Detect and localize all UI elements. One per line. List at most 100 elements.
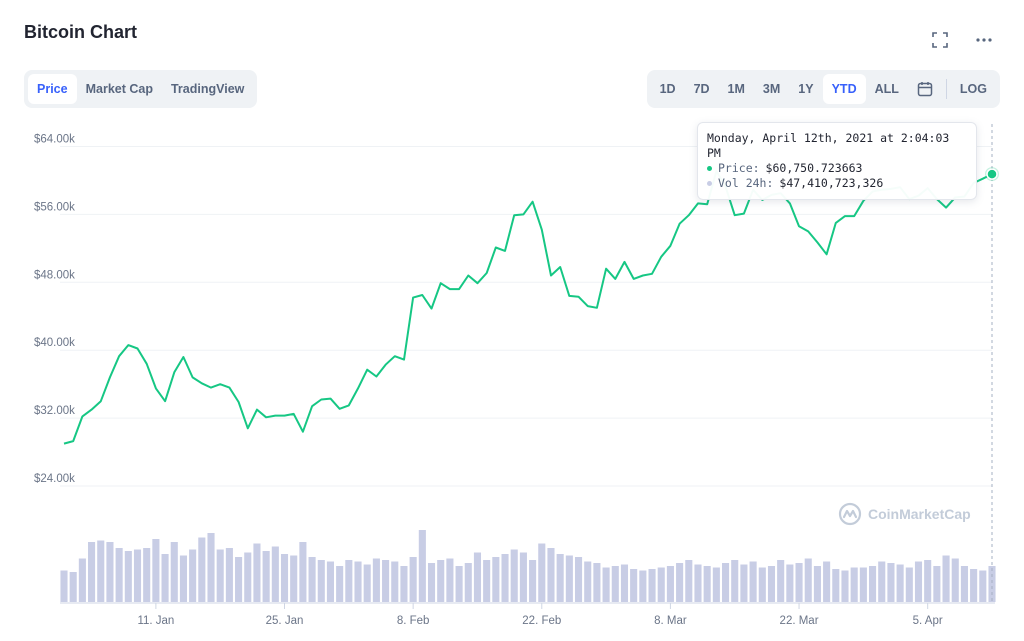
- volume-bar: [887, 563, 895, 602]
- volume-bar: [189, 549, 197, 602]
- volume-bar: [703, 566, 711, 602]
- volume-bar: [418, 530, 426, 602]
- x-tick-label: 5. Apr: [913, 615, 943, 627]
- volume-bar: [823, 561, 831, 602]
- volume-bar: [970, 569, 978, 602]
- tooltip-price-label: Price:: [718, 161, 760, 175]
- volume-bar: [97, 540, 105, 602]
- y-tick-label: $32.00k: [34, 405, 75, 417]
- volume-bar: [69, 572, 77, 602]
- volume-bar: [611, 566, 619, 602]
- volume-bar: [933, 566, 941, 602]
- volume-bar: [354, 561, 362, 602]
- tooltip-date: Monday, April 12th, 2021 at 2:04:03 PM: [707, 131, 950, 160]
- volume-bar: [767, 566, 776, 602]
- volume-bar: [382, 560, 390, 602]
- tab-tradingview[interactable]: TradingView: [170, 82, 245, 96]
- volume-bar: [749, 561, 757, 602]
- volume-bar: [804, 558, 812, 602]
- price-series-line: [63, 170, 993, 445]
- volume-bar: [161, 554, 169, 602]
- log-scale-toggle[interactable]: LOG: [959, 82, 987, 96]
- volume-bar: [437, 560, 445, 602]
- volume-bar: [859, 567, 867, 602]
- calendar-icon[interactable]: [908, 74, 942, 104]
- y-tick-label: $64.00k: [34, 133, 75, 145]
- range-all[interactable]: ALL: [874, 82, 899, 96]
- watermark: CoinMarketCap: [838, 502, 971, 526]
- range-7d[interactable]: 7D: [693, 82, 710, 96]
- volume-bar: [78, 558, 86, 602]
- volume-bar: [593, 563, 601, 602]
- volume-bar: [501, 554, 509, 602]
- volume-bar: [960, 566, 968, 602]
- volume-bar: [88, 542, 96, 602]
- volume-bar: [740, 564, 748, 602]
- volume-dot-icon: [707, 181, 712, 186]
- volume-bar: [777, 560, 785, 602]
- volume-bar: [556, 554, 564, 602]
- volume-bar: [510, 549, 518, 602]
- volume-bar: [538, 543, 546, 602]
- volume-bar: [143, 548, 151, 602]
- chart-type-tabs: Price Market Cap TradingView: [24, 70, 258, 108]
- volume-bar: [574, 557, 583, 602]
- volume-bar: [235, 557, 243, 602]
- volume-bar: [666, 566, 674, 602]
- tooltip-volume-row: Vol 24h: $47,410,723,326: [707, 176, 967, 191]
- volume-bar: [547, 548, 555, 602]
- volume-bar: [124, 551, 132, 602]
- volume-bar: [483, 560, 491, 602]
- volume-bar: [170, 542, 178, 602]
- volume-bar: [115, 548, 123, 602]
- range-1m[interactable]: 1M: [727, 82, 745, 96]
- range-1y[interactable]: 1Y: [798, 82, 814, 96]
- fullscreen-icon[interactable]: [930, 30, 950, 50]
- volume-bar: [299, 542, 307, 602]
- tooltip-volume-label: Vol 24h:: [718, 176, 774, 190]
- volume-bar: [850, 567, 858, 602]
- volume-bar: [832, 569, 840, 602]
- tooltip-volume-value: $47,410,723,326: [779, 176, 884, 190]
- volume-bar: [951, 558, 959, 602]
- y-tick-label: $40.00k: [34, 337, 75, 349]
- volume-bar: [427, 563, 436, 602]
- volume-bar: [519, 552, 527, 602]
- tooltip-price-value: $60,750.723663: [765, 161, 863, 175]
- coinmarketcap-logo-icon: [838, 502, 862, 526]
- more-icon[interactable]: [974, 30, 994, 50]
- tab-price[interactable]: Price: [28, 74, 77, 104]
- volume-bar: [391, 561, 399, 602]
- volume-bar: [207, 533, 215, 602]
- x-tick-label: 8. Mar: [654, 615, 687, 627]
- range-1d[interactable]: 1D: [659, 82, 676, 96]
- volume-bar: [326, 561, 335, 602]
- volume-bar: [942, 555, 950, 602]
- volume-bar: [914, 561, 923, 602]
- volume-bar: [602, 567, 610, 602]
- volume-bar: [317, 560, 325, 602]
- header-actions: [930, 30, 994, 50]
- range-3m[interactable]: 3M: [762, 82, 781, 96]
- price-dot-icon: [707, 166, 712, 171]
- volume-bar: [721, 563, 730, 602]
- volume-bar: [152, 539, 160, 602]
- volume-bar: [565, 555, 573, 602]
- chart-tooltip: Monday, April 12th, 2021 at 2:04:03 PM P…: [697, 122, 977, 200]
- volume-bar: [988, 566, 996, 602]
- divider: [945, 79, 947, 99]
- volume-bar: [308, 557, 316, 602]
- volume-bar: [712, 567, 720, 602]
- volume-bar: [924, 560, 932, 602]
- volume-bar: [731, 560, 739, 602]
- volume-bar: [106, 542, 114, 602]
- y-tick-label: $56.00k: [34, 201, 75, 213]
- volume-bar: [372, 558, 380, 602]
- x-tick-label: 8. Feb: [397, 615, 430, 627]
- volume-bar: [905, 567, 913, 602]
- tab-market-cap[interactable]: Market Cap: [85, 82, 153, 96]
- range-ytd[interactable]: YTD: [822, 74, 866, 104]
- volume-bar: [244, 552, 252, 602]
- volume-bar: [529, 560, 537, 602]
